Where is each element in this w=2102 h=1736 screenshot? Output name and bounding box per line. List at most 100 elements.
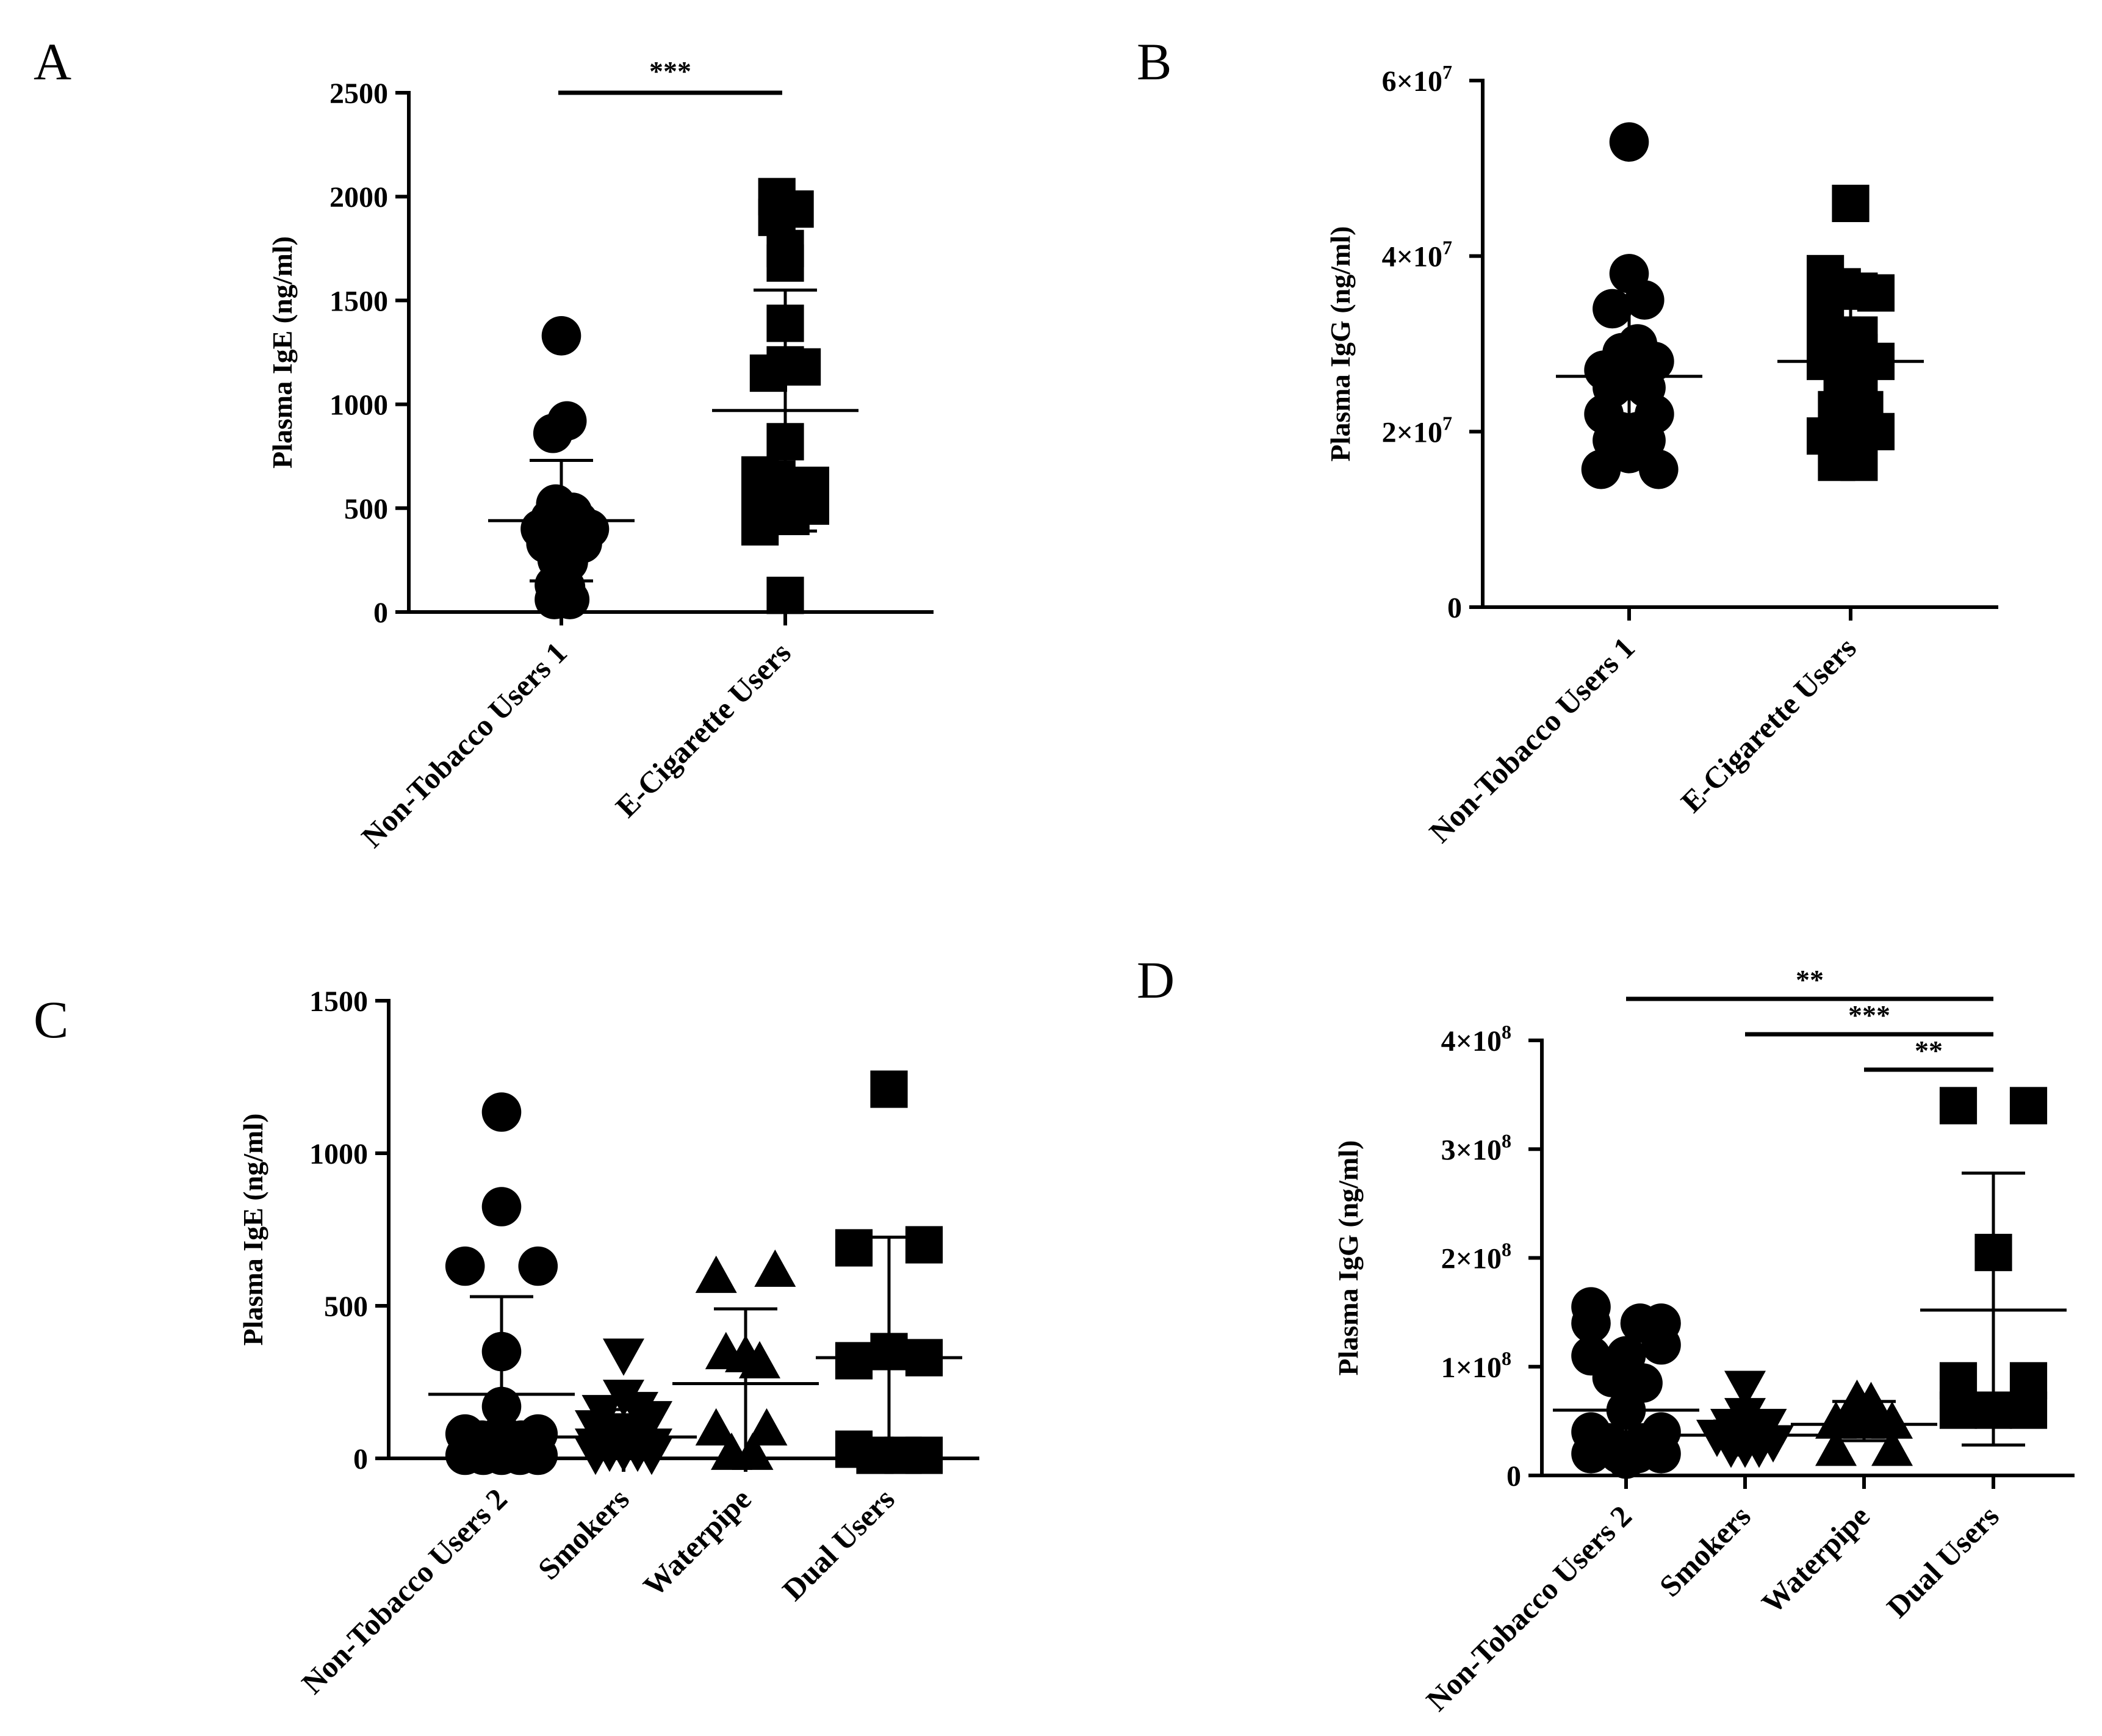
- data-point-triangle-up: [695, 1255, 737, 1293]
- series-non-tobacco-users-1: [1556, 122, 1702, 489]
- data-point-circle: [1571, 1303, 1611, 1343]
- y-axis-title: Plasma IgE (ng/ml): [267, 236, 298, 469]
- y-tick-label: 0: [373, 597, 388, 629]
- data-point-square: [1857, 274, 1895, 312]
- data-point-square: [2009, 1087, 2048, 1125]
- series-smokers: [550, 1338, 697, 1475]
- data-point-square: [870, 1070, 908, 1108]
- y-tick-label: 4×107: [1382, 237, 1452, 273]
- y-tick-label: 2000: [329, 181, 388, 214]
- series-waterpipe: [672, 1249, 819, 1470]
- x-category-label: Smokers: [531, 1482, 636, 1586]
- data-point-triangle-up: [695, 1408, 737, 1446]
- y-tick-label: 500: [324, 1291, 368, 1323]
- panel-letter: A: [34, 32, 71, 91]
- data-point-triangle-up: [754, 1249, 796, 1287]
- data-point-circle: [1641, 1434, 1681, 1474]
- data-point-square: [766, 229, 804, 267]
- data-point-circle: [1592, 1358, 1632, 1397]
- data-point-square: [766, 577, 804, 614]
- data-point-triangle-down: [1724, 1370, 1766, 1408]
- panel-a: A 0 500 1000 1500 2000 2500 Plasma IgE (ng/ml) N…: [34, 32, 934, 854]
- y-tick-label: 6×107: [1382, 61, 1452, 98]
- data-point-circle: [550, 580, 590, 619]
- data-point-triangle-down: [631, 1438, 672, 1475]
- y-tick-label: 2×108: [1441, 1239, 1511, 1275]
- data-point-circle: [1609, 122, 1649, 162]
- data-point-circle: [1639, 449, 1679, 489]
- data-point-square: [835, 1229, 873, 1267]
- significance-label: ***: [1848, 999, 1890, 1031]
- data-point-circle: [518, 1435, 558, 1475]
- x-category-label: E-Cigarette Users: [609, 635, 797, 824]
- data-point-square: [776, 190, 814, 228]
- data-point-square: [835, 1342, 873, 1380]
- x-category-label: Dual Users: [1880, 1499, 2006, 1624]
- x-category-label: Non-Tobacco Users 1: [355, 635, 573, 854]
- y-axis-title: Plasma IgG (ng/ml): [1325, 226, 1356, 462]
- data-point-square: [1832, 184, 1870, 222]
- data-point-circle: [445, 1246, 485, 1286]
- series-e-cigarette-users: [712, 178, 858, 614]
- x-category-label: Smokers: [1653, 1499, 1757, 1603]
- series-e-cigarette-users: [1777, 184, 1924, 481]
- x-category-label: Dual Users: [776, 1482, 901, 1607]
- data-point-circle: [481, 1187, 522, 1226]
- data-point-triangle-down: [575, 1438, 616, 1475]
- y-tick-label: 1×108: [1441, 1347, 1511, 1384]
- series-smokers: [1672, 1370, 1818, 1468]
- y-tick-label: 0: [1447, 592, 1462, 624]
- data-point-square: [1939, 1391, 1978, 1429]
- y-tick-label: 2500: [329, 77, 388, 110]
- y-tick-label: 0: [1506, 1460, 1521, 1493]
- panel-letter: D: [1137, 951, 1175, 1009]
- data-point-square: [2009, 1391, 2048, 1429]
- y-tick-label: 1500: [329, 285, 388, 317]
- y-tick-label: 4×108: [1441, 1021, 1511, 1057]
- data-point-square: [783, 348, 821, 386]
- x-category-label: Non-Tobacco Users 2: [1419, 1499, 1638, 1717]
- x-category-label: Waterpipe: [1755, 1499, 1876, 1620]
- data-point-circle: [481, 1092, 522, 1132]
- y-tick-label: 1500: [309, 985, 368, 1018]
- x-category-label: Non-Tobacco Users 1: [1422, 630, 1641, 849]
- panel-d: D 0 1×108 2×108 3×108 4×108 Plasma IgG (ng/ml)…: [1137, 951, 2075, 1718]
- y-axis-title: Plasma IgE (ng/ml): [237, 1114, 268, 1346]
- data-point-triangle-down: [603, 1338, 644, 1376]
- series-dual-users: [1920, 1087, 2067, 1447]
- data-point-circle: [518, 1246, 558, 1286]
- panel-c: C 0 500 1000 1500 Plasma IgE (ng/ml) Non-Tobac…: [34, 985, 979, 1701]
- data-point-triangle-up: [1871, 1401, 1913, 1439]
- panel-b: B 0 2×107 4×107 6×107 Plasma IgG (ng/ml) Non-T…: [1137, 32, 1998, 849]
- data-point-triangle-up: [732, 1432, 774, 1470]
- data-point-square: [772, 497, 810, 536]
- data-point-circle: [1641, 1325, 1681, 1365]
- series-dual-users: [816, 1070, 962, 1474]
- data-point-square: [905, 1436, 943, 1474]
- data-point-square: [1840, 444, 1878, 481]
- y-tick-label: 1000: [309, 1138, 368, 1170]
- significance-label: **: [1796, 964, 1824, 995]
- x-category-label: E-Cigarette Users: [1674, 630, 1863, 819]
- data-point-circle: [1581, 449, 1621, 489]
- x-category-label: Waterpipe: [636, 1482, 758, 1603]
- data-point-square: [1939, 1087, 1978, 1125]
- data-point-triangle-up: [1871, 1428, 1913, 1466]
- y-tick-label: 1000: [329, 389, 388, 422]
- series-non-tobacco-users-2: [428, 1092, 575, 1475]
- y-axis-title: Plasma IgG (ng/ml): [1333, 1140, 1364, 1376]
- data-point-circle: [541, 315, 581, 356]
- y-tick-label: 2×107: [1382, 412, 1452, 448]
- data-point-triangle-up: [1815, 1428, 1857, 1466]
- y-tick-label: 3×108: [1441, 1129, 1511, 1166]
- x-category-label: Non-Tobacco Users 2: [295, 1482, 513, 1700]
- data-point-triangle-up: [746, 1408, 788, 1446]
- series-non-tobacco-users-1: [488, 315, 635, 619]
- series-waterpipe: [1791, 1379, 1937, 1466]
- data-point-square: [905, 1226, 943, 1264]
- data-point-circle: [547, 401, 587, 441]
- y-tick-label: 0: [353, 1443, 368, 1475]
- significance-label: **: [1915, 1035, 1943, 1066]
- panel-letter: B: [1137, 32, 1172, 91]
- panel-letter: C: [34, 990, 68, 1049]
